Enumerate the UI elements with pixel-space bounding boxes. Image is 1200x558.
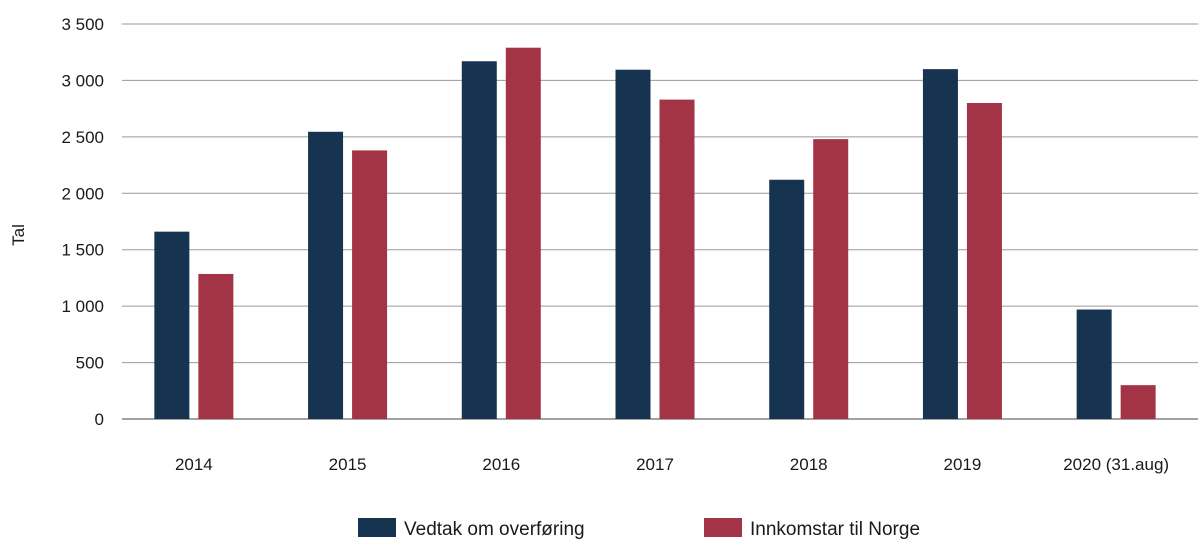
y-axis-title: Tal — [9, 224, 28, 246]
x-tick-label: 2014 — [175, 455, 213, 474]
y-tick-label: 3 500 — [61, 15, 104, 34]
y-tick-label: 500 — [76, 354, 104, 373]
bar-vedtak-6 — [1076, 309, 1112, 419]
bar-innkomstar-6 — [1120, 385, 1156, 419]
bar-innkomstar-5 — [966, 103, 1002, 419]
bar-innkomstar-1 — [352, 150, 388, 419]
x-tick-label: 2016 — [482, 455, 520, 474]
bar-vedtak-5 — [922, 69, 958, 420]
bar-innkomstar-3 — [659, 99, 695, 419]
x-tick-label: 2017 — [636, 455, 674, 474]
x-tick-label: 2020 (31.aug) — [1063, 455, 1169, 474]
bar-innkomstar-2 — [505, 47, 541, 419]
legend-label: Vedtak om overføring — [404, 519, 585, 540]
y-tick-label: 2 500 — [61, 128, 104, 147]
y-tick-label: 1 500 — [61, 241, 104, 260]
x-tick-label: 2019 — [944, 455, 982, 474]
y-tick-label: 3 000 — [61, 71, 104, 90]
y-tick-label: 0 — [95, 410, 104, 429]
legend-swatch — [358, 518, 396, 537]
bars — [154, 47, 1156, 420]
bar-innkomstar-0 — [198, 273, 234, 419]
x-axis: 2014 2015 2016 2017 2018 2019 2020 (31.aug) — [175, 455, 1169, 474]
bar-innkomstar-4 — [813, 139, 849, 419]
x-tick-label: 2018 — [790, 455, 828, 474]
y-tick-label: 1 000 — [61, 297, 104, 316]
x-tick-label: 2015 — [329, 455, 367, 474]
y-tick-label: 2 000 — [61, 184, 104, 203]
legend-swatch — [704, 518, 742, 537]
bar-vedtak-2 — [461, 61, 497, 419]
bar-vedtak-1 — [308, 131, 344, 419]
bar-vedtak-3 — [615, 69, 651, 419]
legend-label: Innkomstar til Norge — [750, 519, 920, 540]
bar-vedtak-0 — [154, 231, 190, 419]
bar-vedtak-4 — [769, 179, 805, 419]
legend: Vedtak om overføring Innkomstar til Norge — [358, 518, 920, 540]
y-axis: 0 500 1 000 1 500 2 000 2 500 3 000 3 500 — [61, 15, 104, 429]
